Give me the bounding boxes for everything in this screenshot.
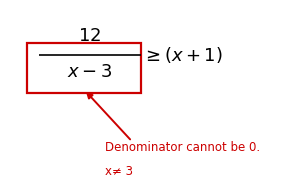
Text: $x-3$: $x-3$	[68, 63, 112, 81]
Text: Denominator cannot be 0.: Denominator cannot be 0.	[105, 141, 260, 154]
Text: $12$: $12$	[78, 27, 102, 45]
Text: x≠ 3: x≠ 3	[105, 165, 133, 178]
Text: $\geq(x+1)$: $\geq(x+1)$	[142, 45, 223, 65]
